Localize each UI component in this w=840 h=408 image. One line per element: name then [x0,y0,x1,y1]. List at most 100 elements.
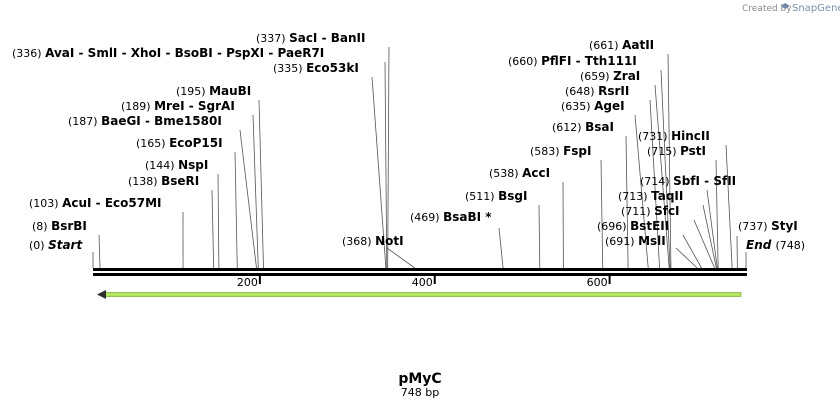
site-label: (714) SbfI - SfII [640,174,736,188]
site-label: (335) Eco53kI [273,61,359,75]
enzyme-name: PaeR7I [278,46,325,60]
site-position: (335) [273,62,306,75]
leader-line [98,234,101,269]
leader-line [386,247,415,269]
map-subtitle: 748 bp [401,386,439,399]
site-label: (715) PstI [647,144,706,158]
site-label: (659) ZraI [580,69,640,83]
enzyme-name: Bme1580I [154,114,222,128]
feature-arrow [97,290,742,299]
site-label: (583) FspI [530,144,591,158]
enzyme-name: Eco57MI [105,196,162,210]
site-label: (469) BsaBI * [410,210,492,224]
leader-line [600,159,604,269]
leader-line [234,151,238,269]
enzyme-name: NspI [178,158,208,172]
site-label: (538) AccI [489,166,550,180]
leader-line [384,61,388,269]
site-position: (189) [121,100,154,113]
enzyme-name: FspI [563,144,591,158]
enzyme-name: BsaBI * [443,210,492,224]
leader-line [706,189,718,269]
enzyme-name: XhoI [131,46,162,60]
site-label: (737) StyI [738,219,798,233]
site-position: (711) [621,205,654,218]
site-position: (165) [136,137,169,150]
site-label: (336) AvaI - SmlI - XhoI - BsoBI - PspXI… [12,46,324,60]
leader-line [725,144,733,269]
leader-line [654,84,670,269]
enzyme-name: MreI [154,99,184,113]
site-label: (691) MslI [605,234,666,248]
site-position: (648) [565,85,598,98]
site-position: (713) [618,190,651,203]
leader-line [660,69,671,269]
site-label: (103) AcuI - Eco57MI [29,196,162,210]
credit-prefix: Created by [742,4,792,14]
feature-arrow-head [97,290,106,299]
site-label: (731) HincII [638,129,710,143]
site-label: (189) MreI - SgrAI [121,99,235,113]
start-label: (0) Start [29,238,83,252]
enzyme-name: SfII [713,174,736,188]
enzyme-name: AcuI [62,196,91,210]
site-label: (648) RsrII [565,84,629,98]
enzyme-name: BaeGI [101,114,141,128]
site-label: (165) EcoP15I [136,136,223,150]
map-title: pMyC [398,371,441,387]
site-position: (635) [561,100,594,113]
tick-label: 600 [587,276,608,289]
enzyme-name: StyI [771,219,798,233]
ruler-ticks: 200 400 600 [237,276,611,289]
leader-line [667,53,672,269]
site-position: (696) [597,220,630,233]
enzyme-name: MslI [638,234,666,248]
enzyme-name: RsrII [598,84,629,98]
site-position: (731) [638,130,671,143]
site-label: (187) BaeGI - Bme1580I [68,114,222,128]
site-label: (144) NspI [145,158,208,172]
enzyme-name: MauBI [209,84,251,98]
enzyme-name: EcoP15I [169,136,223,150]
leader-line [682,234,702,269]
site-label: (661) AatII [589,38,654,52]
leader-line [371,76,387,269]
site-position: (336) [12,47,45,60]
leader-line [649,99,660,269]
site-position: (8) [32,220,51,233]
enzyme-name: PflFI [541,54,571,68]
leader-line [693,219,716,269]
site-position: (660) [508,55,541,68]
site-label: (713) TaqII [618,189,683,203]
site-position: (511) [465,190,498,203]
enzyme-name: NotI [375,234,404,248]
site-position: (714) [640,175,673,188]
tick-label: 400 [412,276,433,289]
site-position: (538) [489,167,522,180]
site-position: (612) [552,121,585,134]
leader-line [675,247,698,269]
site-label: (696) BstEII [597,219,669,233]
site-leader-lines [92,46,747,269]
enzyme-name: BstEII [630,219,669,233]
enzyme-name: AccI [522,166,550,180]
leader-line [625,135,629,269]
enzyme-name: SfcI [654,204,679,218]
site-label: (337) SacI - BanII [256,31,365,45]
site-label: (511) BsgI [465,189,527,203]
site-position: (187) [68,115,101,128]
enzyme-name: SmlI [88,46,118,60]
enzyme-name: SacI [289,31,317,45]
leader-line [252,114,259,269]
enzyme-name: PstI [680,144,706,158]
enzyme-name: BsrBI [51,219,87,233]
site-position: (144) [145,159,178,172]
leader-line [387,46,390,269]
site-label: (8) BsrBI [32,219,87,233]
site-label: (195) MauBI [176,84,251,98]
enzyme-name: Eco53kI [306,61,359,75]
site-labels: (336) AvaI - SmlI - XhoI - BsoBI - PspXI… [12,31,805,252]
enzyme-name: AgeI [594,99,624,113]
site-position: (368) [342,235,375,248]
